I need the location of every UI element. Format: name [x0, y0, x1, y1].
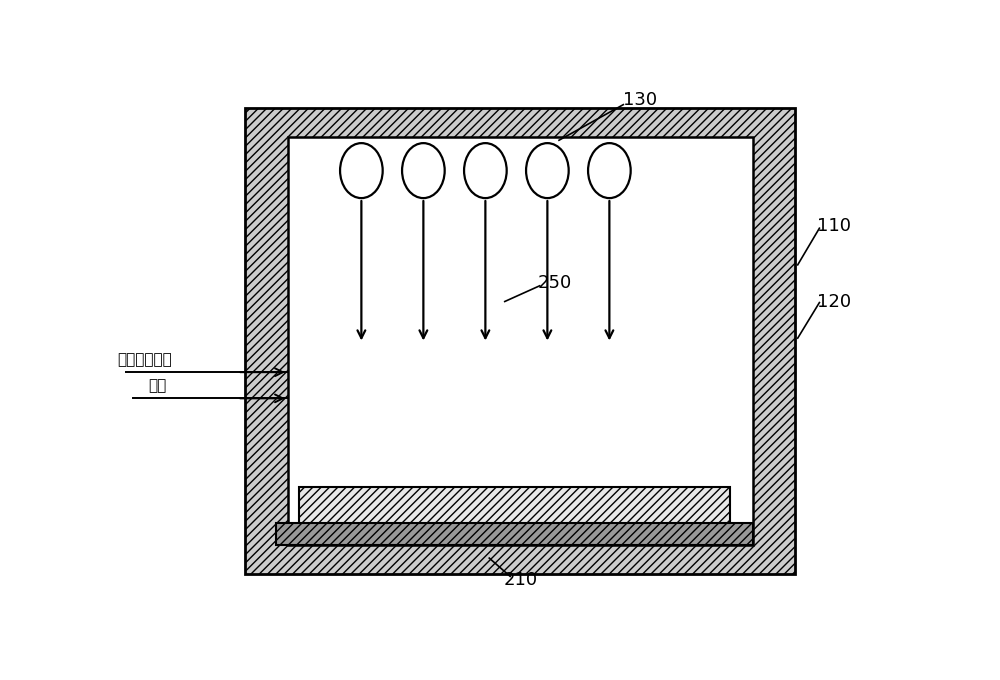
Text: 130: 130: [623, 91, 657, 109]
Bar: [299, 488, 730, 524]
Bar: [276, 523, 753, 545]
Text: 110: 110: [817, 217, 851, 235]
Text: 有机硅烷气体: 有机硅烷气体: [117, 352, 172, 367]
Ellipse shape: [526, 143, 569, 198]
Bar: [288, 137, 753, 545]
Ellipse shape: [402, 143, 445, 198]
Text: 氧气: 氧气: [148, 378, 166, 393]
Ellipse shape: [340, 143, 383, 198]
Text: 210: 210: [503, 571, 537, 589]
Ellipse shape: [464, 143, 507, 198]
Ellipse shape: [588, 143, 631, 198]
Bar: [245, 108, 795, 574]
Text: 120: 120: [817, 292, 851, 311]
Text: 250: 250: [538, 274, 572, 292]
